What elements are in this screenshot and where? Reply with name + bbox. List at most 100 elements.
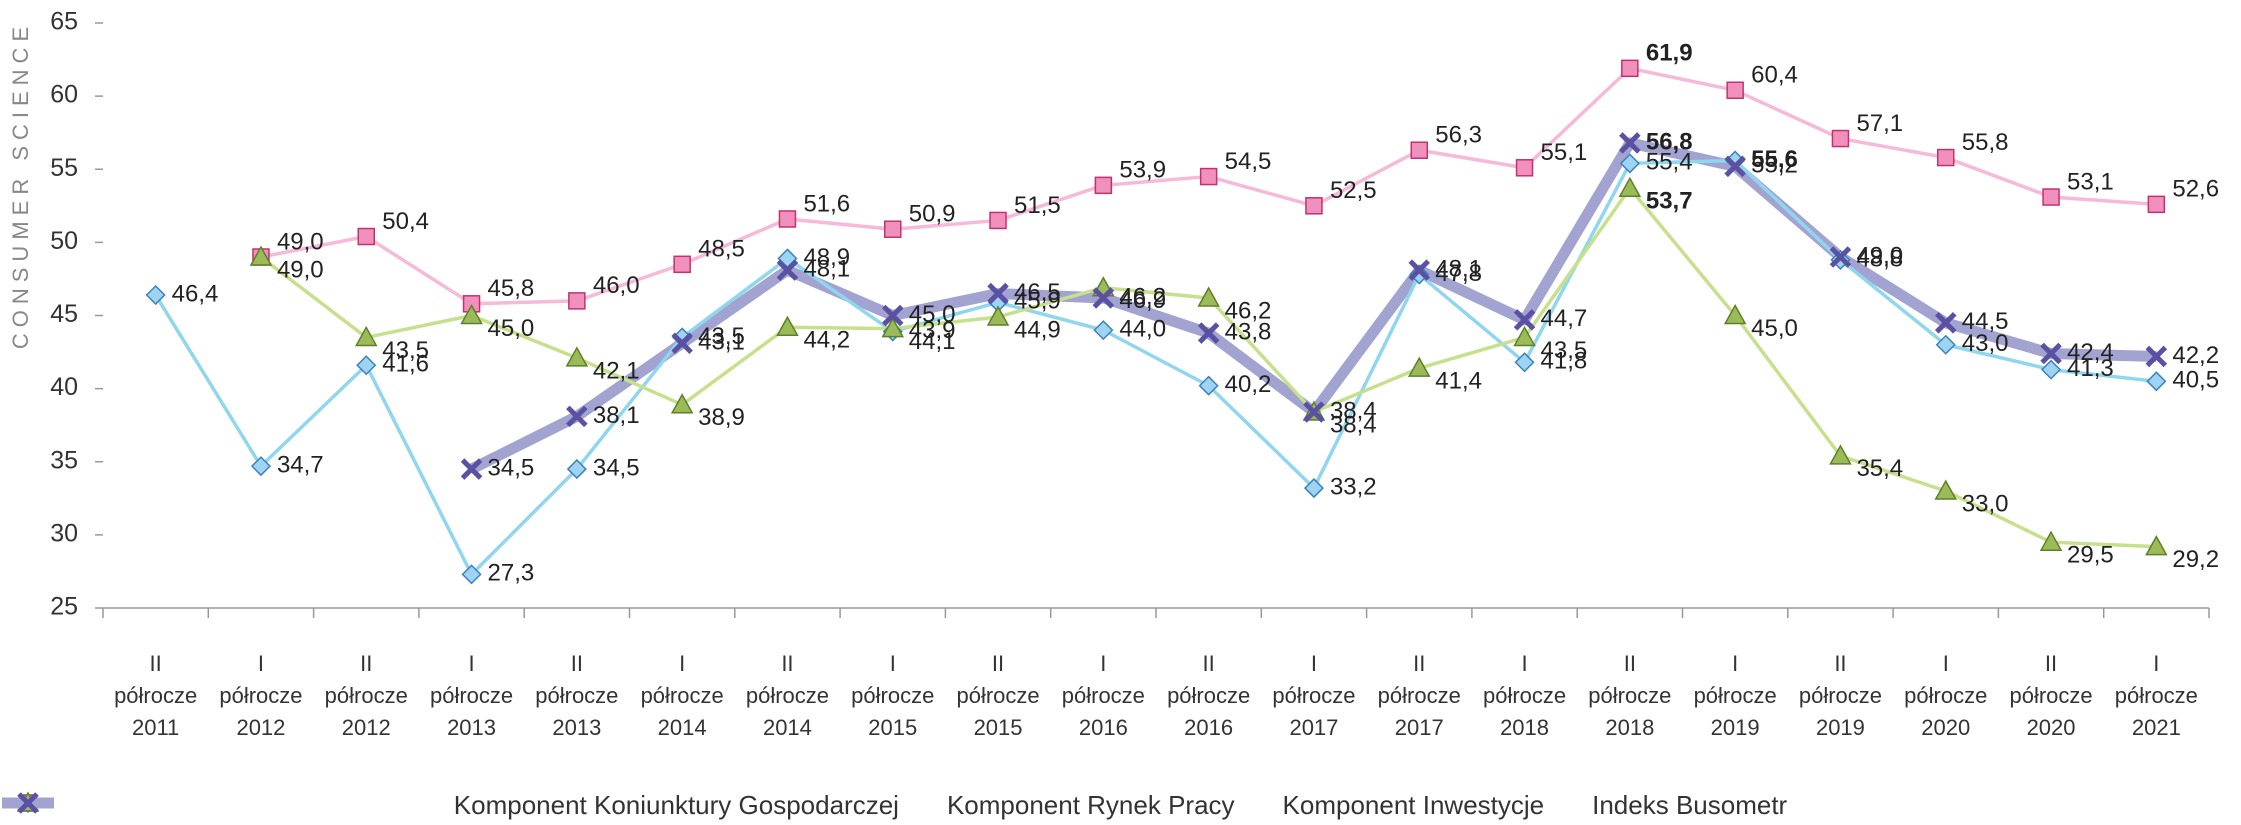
x-tick-label: I półrocze 2019: [1693, 651, 1777, 740]
data-label: 57,1: [1856, 110, 1903, 137]
data-label: 42,4: [2067, 339, 2114, 366]
y-tick-label: 45: [50, 300, 78, 328]
legend-label: Indeks Busometr: [1592, 790, 1788, 820]
marker: [566, 459, 587, 480]
y-tick-label: 60: [50, 81, 78, 109]
legend: Komponent Koniunktury Gospodarczej Kompon…: [0, 790, 2241, 821]
marker: [2147, 195, 2166, 214]
series-line: [154, 158, 2157, 577]
data-label: 51,6: [803, 190, 850, 217]
data-label: 49,0: [277, 228, 324, 255]
marker: [673, 255, 691, 274]
marker: [17, 792, 39, 814]
data-label: 43,0: [1962, 330, 2009, 357]
marker: [1513, 325, 1536, 347]
x-tick-label: II półrocze 2020: [2009, 651, 2093, 740]
marker: [2145, 535, 2168, 556]
marker: [1618, 176, 1642, 198]
data-label: 44,9: [1014, 316, 1061, 343]
data-label: 60,4: [1751, 62, 1798, 89]
x-tick-label: II półrocze 2014: [745, 651, 830, 740]
legend-item: Komponent Koniunktury Gospodarczej: [2, 790, 899, 821]
data-label: 43,9: [909, 317, 956, 344]
legend-item: Komponent Inwestycje: [2, 790, 1544, 821]
marker: [566, 405, 588, 428]
marker: [1935, 334, 1956, 355]
data-label: 55,6: [1751, 146, 1798, 173]
y-tick-label: 40: [50, 373, 78, 401]
data-label: 41,4: [1435, 367, 1482, 394]
x-tick-label: II półrocze 2011: [114, 651, 198, 740]
x-tick-label: I półrocze 2021: [2114, 651, 2198, 740]
data-label: 44,5: [1962, 308, 2009, 335]
legend-item: Indeks Busometr: [2, 790, 1788, 821]
marker: [1934, 312, 1957, 334]
marker: [565, 346, 589, 367]
data-label: 33,2: [1330, 473, 1377, 500]
marker: [2042, 188, 2060, 206]
data-label: 56,3: [1435, 122, 1482, 149]
x-tick-label: I półrocze 2016: [1061, 651, 1145, 740]
data-label: 41,8: [1541, 348, 1588, 375]
x-tick-label: I półrocze 2013: [429, 651, 514, 740]
data-label: 44,2: [803, 327, 850, 354]
data-label: 46,4: [172, 280, 219, 307]
data-label: 45,0: [1751, 315, 1798, 342]
marker: [1093, 320, 1114, 341]
marker: [354, 325, 378, 347]
marker: [1619, 153, 1640, 174]
data-label: 53,7: [1646, 188, 1693, 215]
data-label: 55,1: [1541, 139, 1588, 166]
data-label: 41,3: [2067, 355, 2114, 382]
marker: [2039, 530, 2063, 551]
y-tick-label: 30: [50, 519, 78, 547]
data-label: 44,1: [909, 328, 956, 355]
data-label: 43,8: [1225, 318, 1272, 345]
data-label: 35,4: [1856, 455, 1903, 482]
data-label: 55,4: [1646, 149, 1693, 176]
marker: [1409, 264, 1430, 285]
marker: [776, 315, 799, 336]
marker: [1197, 286, 1220, 307]
x-tick-label: I półrocze 2017: [1272, 651, 1356, 740]
marker: [145, 284, 166, 306]
data-label: 49,0: [1856, 242, 1903, 269]
data-label: 38,4: [1330, 411, 1377, 438]
x-tick-label: I półrocze 2015: [851, 651, 935, 740]
marker: [1514, 352, 1535, 373]
data-label: 53,1: [2067, 168, 2114, 195]
legend-swatch: [2, 792, 54, 814]
data-label: 45,0: [909, 301, 956, 328]
marker: [881, 304, 904, 327]
x-tick-label: II półrocze 2018: [1588, 651, 1672, 740]
marker: [1723, 303, 1747, 325]
marker: [461, 564, 482, 585]
data-label: 46,5: [1014, 279, 1061, 306]
data-label: 50,4: [382, 208, 429, 235]
x-tick-label: II półrocze 2016: [1167, 651, 1251, 740]
marker: [1726, 81, 1744, 100]
marker: [460, 303, 483, 325]
data-label: 51,5: [1014, 192, 1061, 219]
data-label: 45,8: [488, 275, 535, 302]
legend-label: Komponent Rynek Pracy: [946, 790, 1235, 820]
data-label: 48,9: [803, 244, 850, 271]
data-label: 29,5: [2067, 542, 2114, 569]
data-label: 44,0: [1119, 315, 1166, 342]
y-tick-label: 50: [50, 227, 78, 255]
data-label: 34,5: [593, 454, 640, 481]
marker: [357, 227, 375, 246]
data-label: 48,1: [803, 256, 850, 283]
marker: [1515, 159, 1534, 177]
x-tick-label: II półrocze 2019: [1798, 651, 1883, 740]
data-label: 54,5: [1225, 148, 1272, 175]
data-label: 53,9: [1119, 157, 1166, 184]
x-tick-label: I półrocze 2018: [1482, 651, 1567, 740]
marker: [987, 282, 1009, 305]
data-label: 48,5: [698, 236, 745, 263]
data-label: 27,3: [488, 560, 535, 587]
marker: [1831, 129, 1850, 148]
marker: [568, 292, 586, 310]
data-label: 40,5: [2172, 367, 2219, 394]
y-tick-label: 25: [50, 593, 78, 621]
